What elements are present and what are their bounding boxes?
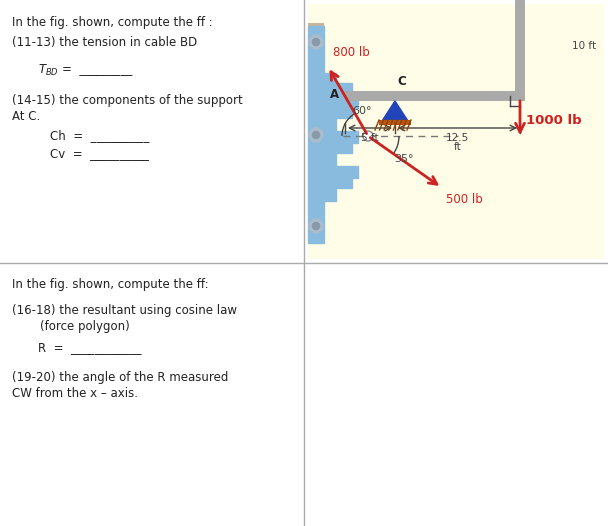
Circle shape [309, 219, 323, 233]
Bar [379, 120, 411, 125]
Text: C: C [397, 75, 406, 88]
Text: 60°: 60° [352, 106, 371, 116]
Text: 800 lb: 800 lb [333, 46, 370, 59]
Text: At C.: At C. [12, 110, 40, 123]
Text: 35°: 35° [394, 154, 413, 164]
Bar [515, 0, 525, 101]
Text: In the fig. shown, compute the ff:: In the fig. shown, compute the ff: [12, 278, 209, 291]
Text: ft: ft [454, 142, 461, 152]
Text: 1000 lb: 1000 lb [526, 114, 582, 126]
Text: Ch  =  __________: Ch = __________ [50, 129, 150, 142]
Circle shape [363, 131, 373, 141]
Text: Cv  =  __________: Cv = __________ [50, 147, 149, 160]
Text: CW from the x – axis.: CW from the x – axis. [12, 387, 138, 400]
Text: (11-13) the tension in cable BD: (11-13) the tension in cable BD [12, 36, 197, 49]
Text: (force polygon): (force polygon) [40, 320, 130, 333]
Circle shape [313, 38, 319, 46]
Text: R  =  ____________: R = ____________ [38, 341, 142, 354]
Text: (16-18) the resultant using cosine law: (16-18) the resultant using cosine law [12, 304, 237, 317]
Text: 12.5: 12.5 [446, 133, 469, 143]
Text: A: A [330, 88, 339, 102]
Bar [345, 91, 520, 101]
Text: (14-15) the components of the support: (14-15) the components of the support [12, 94, 243, 107]
Polygon shape [308, 26, 358, 243]
Bar [308, 23, 324, 243]
Text: $T_{BD}$: $T_{BD}$ [38, 63, 59, 78]
Text: 10 ft: 10 ft [572, 41, 596, 51]
Circle shape [309, 128, 323, 142]
Text: =  _________: = _________ [62, 63, 133, 76]
Text: (19-20) the angle of the R measured: (19-20) the angle of the R measured [12, 371, 229, 384]
Polygon shape [382, 101, 408, 121]
Circle shape [313, 222, 319, 229]
Text: In the fig. shown, compute the ff :: In the fig. shown, compute the ff : [12, 16, 213, 29]
Text: 500 lb: 500 lb [446, 193, 483, 206]
Circle shape [309, 35, 323, 49]
Text: 5 ft: 5 ft [361, 133, 379, 143]
Circle shape [313, 132, 319, 138]
Bar [308, 4, 604, 259]
